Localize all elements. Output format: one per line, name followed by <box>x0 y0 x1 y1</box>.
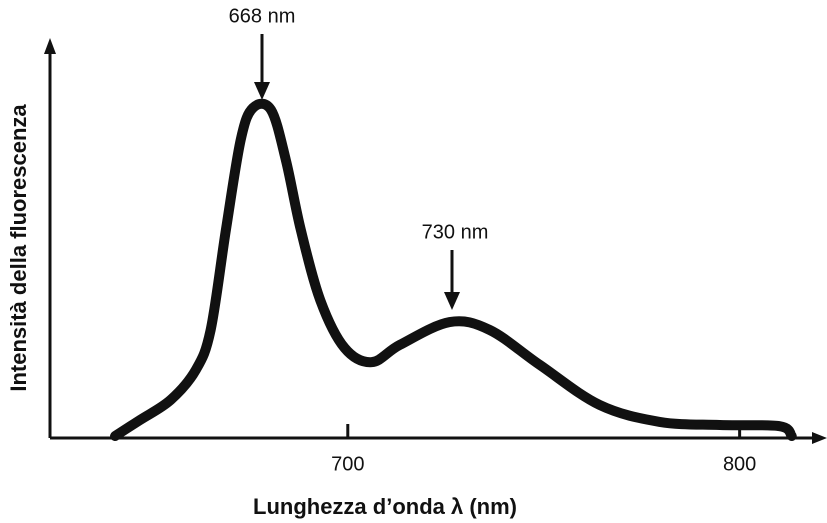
y-axis-arrow <box>44 38 56 54</box>
axes <box>44 38 827 444</box>
y-axis-label: Intensità della fluorescenza <box>6 104 31 392</box>
x-axis-arrow <box>812 432 827 444</box>
x-tick-label: 800 <box>723 453 756 475</box>
annotation: 730 nm <box>422 221 489 310</box>
annotation-arrowhead <box>444 292 460 310</box>
x-axis-label: Lunghezza d’onda λ (nm) <box>253 494 517 519</box>
annotation-text: 668 nm <box>229 5 296 27</box>
x-tick-label: 700 <box>331 453 364 475</box>
annotation-arrowhead <box>254 82 270 100</box>
annotation-text: 730 nm <box>422 221 489 243</box>
annotation: 668 nm <box>229 5 296 100</box>
spectrum-line <box>110 98 797 442</box>
